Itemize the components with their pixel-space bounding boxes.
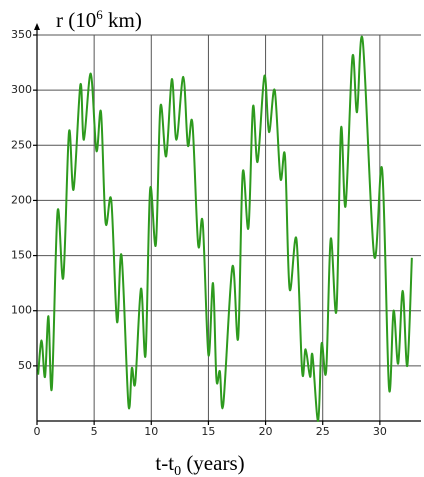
x-tick-label: 5 xyxy=(91,425,98,438)
x-tick-label: 15 xyxy=(201,425,215,438)
y-tick-label: 300 xyxy=(11,83,32,96)
y-tick-label: 100 xyxy=(11,304,32,317)
x-label-text: t-t xyxy=(155,451,174,475)
data-line xyxy=(37,35,413,423)
x-tick-label: 25 xyxy=(316,425,330,438)
y-axis-arrow xyxy=(34,23,40,30)
y-tick-label: 350 xyxy=(11,28,32,41)
x-label-sub: 0 xyxy=(174,464,181,477)
x-tick-label: 30 xyxy=(373,425,387,438)
y-axis-label: r (106 km) xyxy=(56,7,142,32)
x-tick-label: 20 xyxy=(259,425,273,438)
y-tick-label: 50 xyxy=(18,359,32,372)
y-label-text: r (10 xyxy=(56,8,96,32)
y-label-after: km) xyxy=(103,8,142,32)
x-tick-label: 10 xyxy=(144,425,158,438)
x-axis-label: t-t0 (years) xyxy=(155,451,244,477)
x-tick-label: 0 xyxy=(34,425,41,438)
y-tick-label: 150 xyxy=(11,249,32,262)
y-tick-label: 250 xyxy=(11,138,32,151)
x-label-after: (years) xyxy=(181,451,245,475)
y-label-sup: 6 xyxy=(96,7,103,22)
y-tick-label: 200 xyxy=(11,193,32,206)
